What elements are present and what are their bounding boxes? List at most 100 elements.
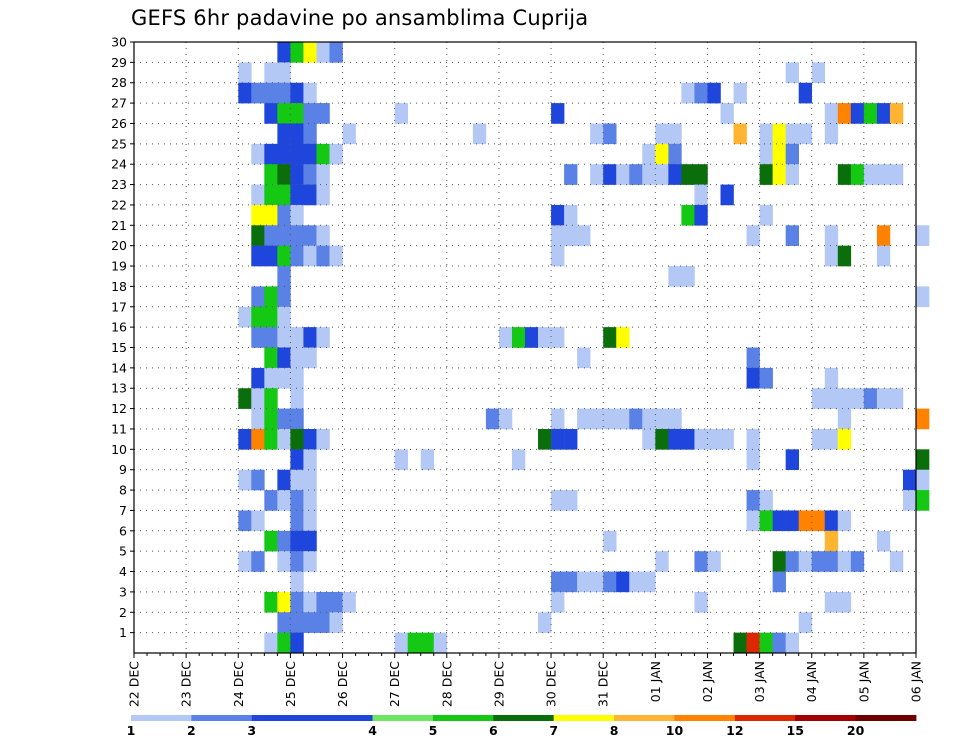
heatmap-cell [616,571,630,593]
heatmap-cell [551,408,565,430]
heatmap-cell [916,449,930,470]
heatmap-cell [746,632,760,654]
heatmap-cell [264,530,278,552]
y-tick-label: 20 [111,238,127,253]
heatmap-cell [564,225,578,246]
heatmap-cell [407,632,422,654]
heatmap-cell [694,184,708,206]
heatmap-cell [290,510,304,532]
heatmap-cell [251,306,265,328]
heatmap-cell [277,347,291,369]
heatmap-cell [707,82,721,104]
heatmap-cell [629,571,643,593]
heatmap-cell [577,225,591,246]
heatmap-cell [277,164,291,185]
heatmap-cell [290,571,304,593]
heatmap-cell [303,42,317,63]
heatmap-cell [264,184,278,206]
heatmap-cell [759,164,773,185]
legend-label: 10 [666,723,684,738]
heatmap-cell [551,490,565,511]
heatmap-cell [290,408,304,430]
heatmap-cell [277,286,291,308]
y-tick-label: 17 [111,299,127,314]
heatmap-cell [876,103,891,124]
heatmap-cell [876,530,891,552]
heatmap-cell [264,327,278,348]
heatmap-cell [564,204,578,226]
heatmap-cell [290,327,304,348]
heatmap-cell [642,428,656,450]
heatmap-cell [290,164,304,185]
heatmap-cell [785,225,799,246]
heatmap-cell [329,42,343,63]
heatmap-cell [694,204,708,226]
heatmap-cell [720,428,734,450]
heatmap-cell [290,347,304,369]
heatmap-cell [655,123,669,145]
heatmap-cell [433,632,448,654]
heatmap-cell [902,469,917,491]
heatmap-cell [916,490,930,511]
heatmap-cell [290,632,304,654]
heatmap-cell [264,143,278,165]
legend-swatch [131,715,192,721]
heatmap-cell [290,82,304,104]
heatmap-cell [277,266,291,287]
y-tick-label: 30 [111,35,127,50]
heatmap-cell [629,164,643,185]
heatmap-cell [251,82,265,104]
y-tick-label: 5 [119,544,127,559]
heatmap-cell [342,591,356,613]
legend-swatch [674,715,736,721]
legend-label: 15 [787,723,804,738]
legend-swatch [312,715,373,721]
heatmap-cell [538,327,552,348]
legend-label: 1 [127,723,136,738]
heatmap-cell [303,551,317,572]
y-tick-label: 28 [111,75,127,90]
heatmap-cell [772,551,786,572]
heatmap-cell [746,225,760,246]
y-tick-label: 4 [119,564,127,579]
heatmap-cell [277,632,291,654]
y-tick-label: 16 [111,320,127,335]
heatmap-cell [251,245,265,267]
y-tick-label: 7 [119,503,127,518]
heatmap-cell [889,551,904,572]
heatmap-cell [916,408,930,430]
heatmap-cell [264,286,278,308]
heatmap-cell [238,469,252,491]
heatmap-cell [316,164,330,185]
heatmap-cell [668,123,682,145]
heatmap-cell [746,510,760,532]
legend-swatch [614,715,675,721]
heatmap-cell [772,510,786,532]
heatmap-cell [551,591,565,613]
y-tick-label: 3 [119,584,127,599]
heatmap-cell [759,143,773,165]
legend-swatch [553,715,615,721]
heatmap-cell [798,123,813,145]
heatmap-cell [511,327,526,348]
x-tick-label: 23 DEC [179,661,194,707]
heatmap-cell [850,388,865,409]
heatmap-cell [746,428,760,450]
heatmap-cell [264,103,278,124]
grid [134,42,916,653]
heatmap-cell [681,82,695,104]
heatmap-cell [290,551,304,572]
heatmap-cell [551,204,565,226]
heatmap-cell [785,632,799,654]
heatmap-cell [251,143,265,165]
heatmap-cell [538,428,552,450]
heatmap-cell [564,490,578,511]
heatmap-cell [303,327,317,348]
heatmap-cell [811,510,826,532]
heatmap-cell [824,530,839,552]
y-tick-label: 12 [111,401,127,416]
heatmap-cell [642,571,656,593]
heatmap-cell [850,551,865,572]
heatmap-cell [694,591,708,613]
heatmap-cell [303,123,317,145]
